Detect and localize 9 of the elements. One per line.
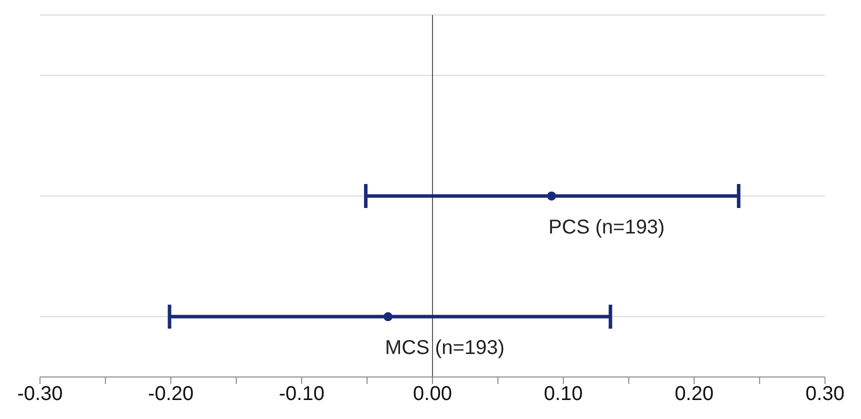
series-label: PCS (n=193): [548, 216, 665, 238]
x-tick-label: 0.30: [806, 383, 844, 406]
x-tick-label: -0.30: [17, 383, 63, 406]
x-tick-label: -0.20: [148, 383, 194, 406]
x-tick-label: 0.10: [544, 383, 583, 406]
x-tick-label: 0.20: [674, 383, 714, 406]
series-label: MCS (n=193): [385, 337, 505, 360]
x-tick-label: -0.10: [278, 383, 324, 406]
x-tick-label: 0.00: [413, 383, 452, 406]
